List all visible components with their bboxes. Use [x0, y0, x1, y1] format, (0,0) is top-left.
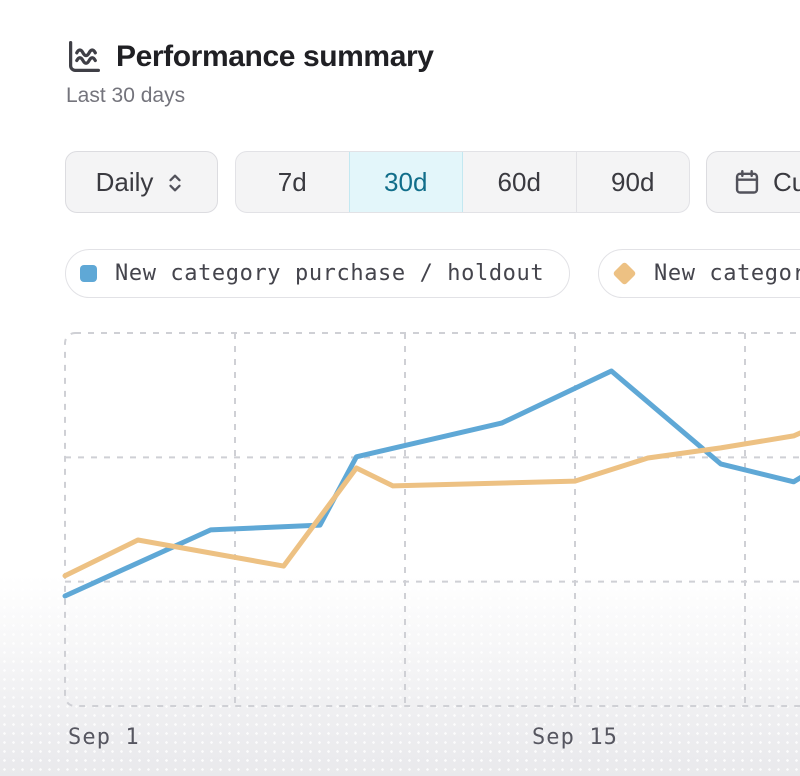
legend-marker-square — [80, 265, 97, 282]
legend-item-holdout[interactable]: New category purchase / holdout — [65, 249, 570, 298]
range-button-30d[interactable]: 30d — [348, 152, 462, 212]
bottom-fade-texture — [0, 576, 800, 776]
series-line-2 — [62, 430, 800, 579]
granularity-select[interactable]: Daily — [65, 151, 218, 213]
legend-marker-diamond — [612, 261, 637, 286]
granularity-value: Daily — [95, 166, 154, 197]
calendar-icon — [735, 170, 759, 194]
chart-gridlines — [64, 332, 800, 707]
series-line-1 — [62, 368, 800, 599]
page-title: Performance summary — [116, 39, 434, 73]
area-chart-icon — [69, 41, 100, 72]
x-tick-label: Sep 1 — [68, 725, 140, 750]
range-button-7d[interactable]: 7d — [277, 166, 307, 197]
legend-item-purchase[interactable]: New category purchase — [598, 249, 800, 298]
x-tick-label: Sep 15 — [531, 725, 619, 750]
x-axis: Sep 1 Sep 15 — [0, 725, 800, 755]
custom-range-button[interactable]: Custom — [706, 151, 800, 213]
custom-range-label: Custom — [773, 166, 800, 197]
chevrons-up-down-icon — [169, 174, 182, 192]
chart-series-lines — [62, 368, 800, 599]
range-button-90d[interactable]: 90d — [575, 152, 690, 212]
range-segmented-control: 7d 30d 60d 90d — [235, 151, 690, 213]
page-subtitle: Last 30 days — [66, 84, 186, 107]
range-button-60d[interactable]: 60d — [462, 152, 576, 212]
legend-label: New category purchase — [654, 261, 800, 286]
legend-label: New category purchase / holdout — [115, 261, 545, 286]
header: Performance summary — [66, 38, 434, 75]
